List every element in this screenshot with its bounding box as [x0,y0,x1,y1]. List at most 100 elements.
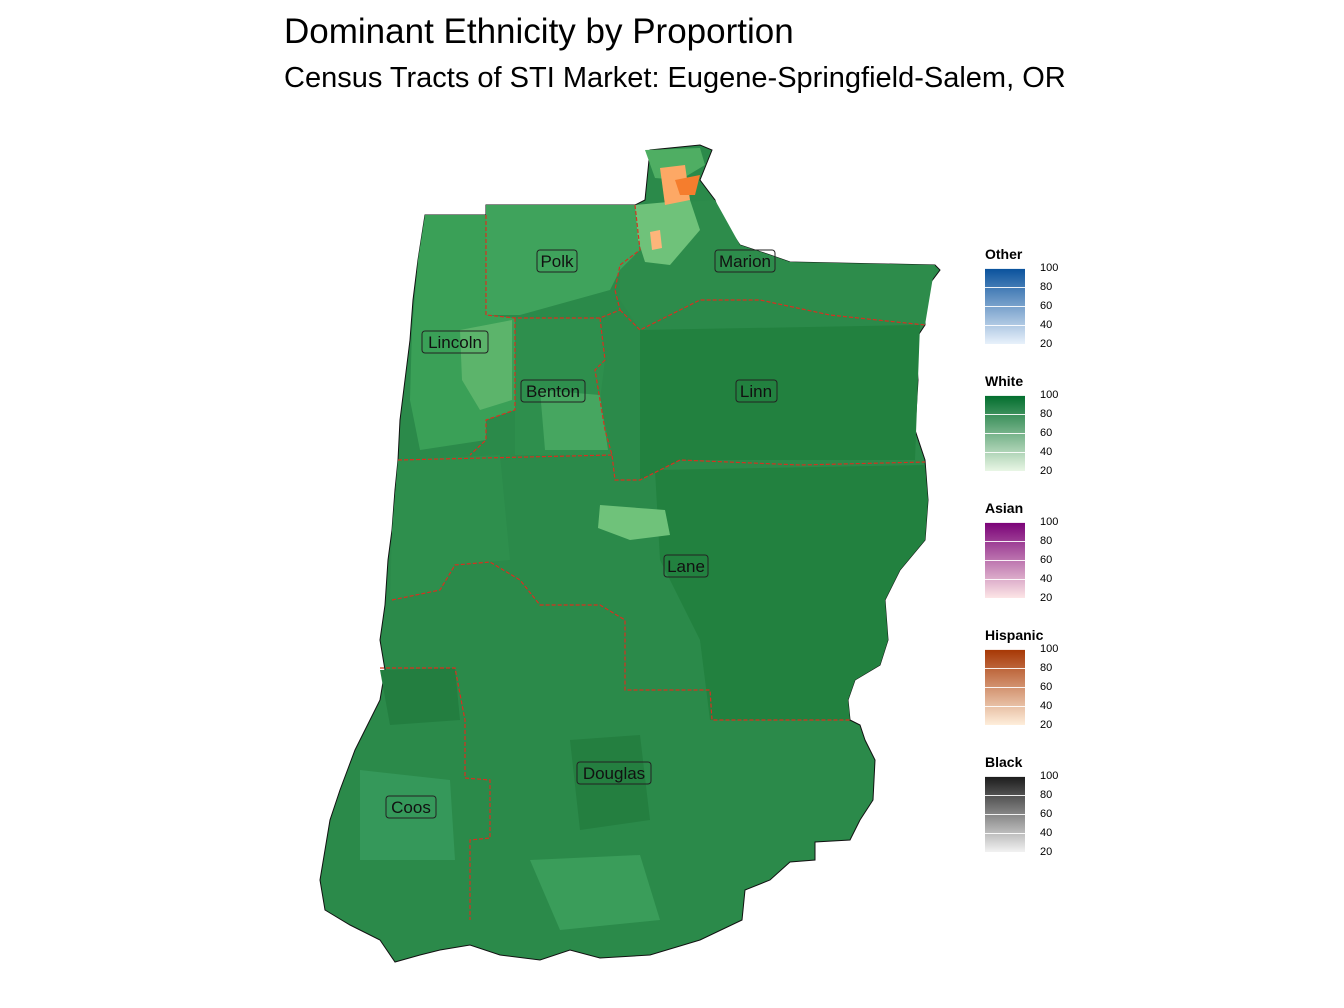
legend-tick-label: 80 [1040,408,1053,420]
legend-tick-mark [985,579,1025,580]
legend-tick-mark [985,649,1025,650]
svg-text:Lane: Lane [667,557,705,576]
legend-colorbar [985,522,1025,599]
legend-tick-label: 100 [1040,389,1059,401]
legend-colorbar [985,649,1025,726]
legend-tick-mark [985,287,1025,288]
legend-tick-mark [985,706,1025,707]
legend-tick-label: 60 [1040,808,1053,820]
legend-tick-mark [985,795,1025,796]
legend-tick-label: 80 [1040,281,1053,293]
legend-asian: Asian 100 80 60 40 20 [985,500,1105,604]
legend-tick-label: 60 [1040,681,1053,693]
county-label-lincoln: Lincoln [421,330,489,354]
legend-tick-mark [985,433,1025,434]
county-label-linn: Linn [735,379,778,403]
legend-tick-label: 40 [1040,319,1053,331]
legend-tick-label: 20 [1040,338,1053,350]
legend-colorbar [985,395,1025,472]
svg-text:Polk: Polk [540,252,574,271]
tract-marion-north [620,200,935,330]
legend-tick-mark [985,452,1025,453]
legend-tick-label: 40 [1040,700,1053,712]
svg-text:Marion: Marion [719,252,771,271]
legend-tick-label: 60 [1040,427,1053,439]
county-label-douglas: Douglas [576,761,652,785]
legend-tick-label: 40 [1040,446,1053,458]
legend-title: White [985,373,1024,389]
legend-tick-mark [985,668,1025,669]
tract-coos-north [380,668,460,725]
svg-text:Coos: Coos [391,798,431,817]
legend-title: Other [985,246,1023,262]
county-labels: Polk Marion Lincoln Benton Linn Lane Dou… [385,249,778,819]
legend-tick-label: 60 [1040,300,1053,312]
legend-tick-label: 80 [1040,535,1053,547]
legend-tick-mark [985,522,1025,523]
tract-coos-light [360,770,455,860]
map-title: Dominant Ethnicity by Proportion [284,12,794,51]
tract-hispanic-2 [675,175,700,195]
legend-tick-mark [985,306,1025,307]
legend-tick-mark [985,687,1025,688]
legend-tick-mark [985,471,1025,472]
legend-tick-mark [985,598,1025,599]
map-subtitle: Census Tracts of STI Market: Eugene-Spri… [284,62,1066,94]
svg-text:Benton: Benton [526,382,580,401]
tract-polk [486,205,640,315]
legend-title: Hispanic [985,627,1044,643]
tract-hispanic-3 [650,230,662,250]
legend-tick-mark [985,325,1025,326]
legend-tick-label: 40 [1040,573,1053,585]
county-label-marion: Marion [714,249,776,273]
legend-tick-label: 100 [1040,516,1059,528]
legend-tick-label: 80 [1040,662,1053,674]
legend-tick-label: 20 [1040,719,1053,731]
legend-black: Black 100 80 60 40 20 [985,754,1105,858]
legend-title: Asian [985,500,1024,516]
legend-tick-mark [985,833,1025,834]
legend-tick-mark [985,852,1025,853]
legend-tick-label: 20 [1040,846,1053,858]
legend-tick-label: 100 [1040,262,1059,274]
legend-tick-mark [985,268,1025,269]
legend-tick-mark [985,560,1025,561]
legend-tick-labels: 100 80 60 40 20 [1040,771,1080,858]
svg-text:Douglas: Douglas [583,764,645,783]
legend-white: White 100 80 60 40 20 [985,373,1105,477]
legend-tick-label: 20 [1040,592,1053,604]
tract-douglas-center [570,735,650,830]
legend-tick-mark [985,814,1025,815]
tract-lincoln-pale [460,320,512,410]
county-label-lane: Lane [663,554,709,578]
legend-colorbar [985,268,1025,345]
legend-tick-labels: 100 80 60 40 20 [1040,644,1080,731]
svg-text:Lincoln: Lincoln [428,333,482,352]
legend-title: Black [985,754,1023,770]
legend-tick-label: 100 [1040,643,1059,655]
legend-tick-labels: 100 80 60 40 20 [1040,263,1080,350]
legend-tick-mark [985,395,1025,396]
legend-tick-label: 40 [1040,827,1053,839]
legend-tick-mark [985,776,1025,777]
tract-lane-east [655,465,928,720]
tract-linn-dark [640,325,920,480]
legend-tick-mark [985,344,1025,345]
legend-other: Other 100 80 60 40 20 [985,246,1105,350]
legend-tick-mark [985,414,1025,415]
tract-salem-paler [645,148,705,180]
legend-tick-labels: 100 80 60 40 20 [1040,390,1080,477]
tract-douglas-south [530,855,660,930]
county-label-polk: Polk [536,249,578,273]
legend-tick-labels: 100 80 60 40 20 [1040,517,1080,604]
legend-tick-label: 20 [1040,465,1053,477]
tract-salem-pale [635,200,700,265]
legend-tick-label: 100 [1040,770,1059,782]
tract-benton-light [540,390,608,450]
county-label-coos: Coos [385,795,437,819]
legend-tick-mark [985,541,1025,542]
tract-shading [360,148,935,930]
county-borders [380,204,926,920]
legend-colorbar [985,776,1025,853]
